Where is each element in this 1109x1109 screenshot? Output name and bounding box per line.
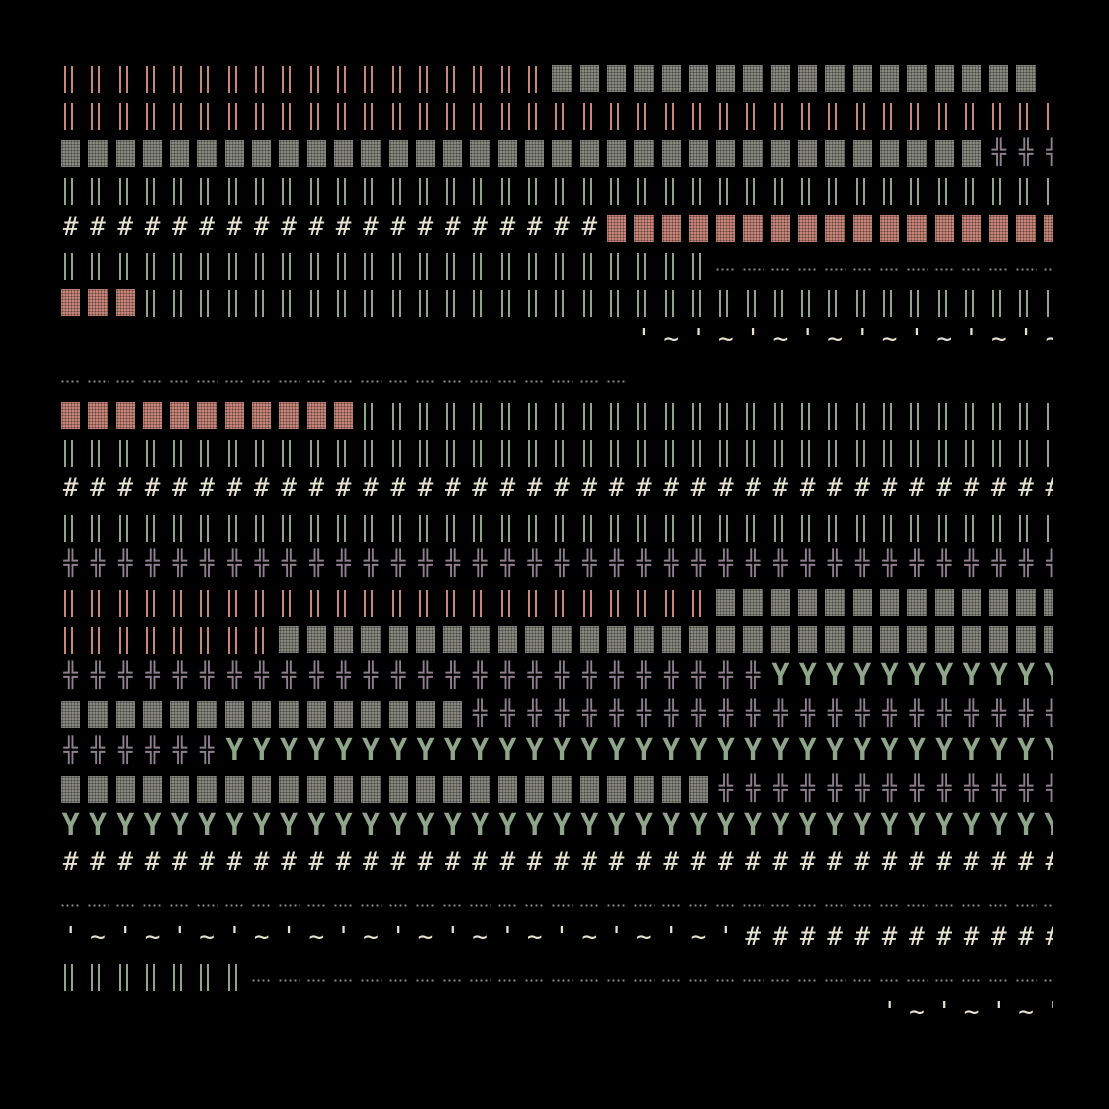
glyph-segment-wave: '~'~'~'~'~'~'~'~	[636, 323, 1053, 354]
glyph-segment-hash: #####################################	[62, 473, 1053, 504]
glyph-segment-block	[548, 59, 1039, 96]
glyph-segment-block	[57, 134, 985, 171]
glyph-row: #####################################	[57, 470, 1053, 507]
glyph-segment-dots	[57, 358, 630, 395]
glyph-segment-blank	[57, 321, 630, 358]
glyph-segment-bars	[357, 396, 1053, 433]
glyph-row: ╬╬╬	[57, 134, 1053, 171]
glyph-segment-cross: ╬╬╬╬╬╬╬╬╬╬╬╬╬	[718, 773, 1053, 802]
glyph-segment-bars	[139, 283, 740, 320]
glyph-row: # # # # # # # # # # # # # # # # # # # #	[57, 209, 1053, 246]
glyph-row: ╬╬╬╬╬╬╬╬╬╬╬╬╬	[57, 770, 1053, 807]
glyph-row: '~'~'~'~'~'~'~'~	[57, 321, 1053, 358]
glyph-row: YYYYYYYYYYYYYYYYYYYYYYYYYYYYYYYYYYYYY	[57, 807, 1053, 844]
glyph-segment-cross: ╬╬╬	[991, 137, 1053, 166]
glyph-segment-bars-single	[57, 59, 548, 96]
glyph-segment-bars	[57, 957, 248, 994]
glyph-row	[57, 433, 1053, 470]
glyph-row	[57, 957, 1053, 994]
glyph-row	[57, 508, 1053, 545]
glyph-row	[57, 171, 1053, 208]
glyph-segment-fork: YYYYYYYYYYYYYYYYYYYYYYYYYYYYYYYYYYYYY	[61, 808, 1053, 843]
glyph-segment-block	[712, 583, 1053, 620]
glyph-segment-dots	[57, 1031, 1053, 1053]
glyph-segment-wave: '~'~'~'	[881, 997, 1053, 1027]
glyph-segment-block	[57, 396, 357, 433]
glyph-row	[57, 96, 1053, 133]
glyph-row: ╬╬╬╬╬╬╬╬╬╬╬╬╬╬╬╬╬╬╬╬╬╬╬╬╬╬╬╬╬╬╬╬╬╬╬╬╬	[57, 545, 1053, 582]
glyph-row	[57, 246, 1053, 283]
glyph-row: ╬╬╬╬╬╬╬╬╬╬╬╬╬╬╬╬╬╬╬╬╬╬	[57, 695, 1053, 732]
glyph-row	[57, 583, 1053, 620]
glyph-segment-dots	[712, 246, 1053, 283]
glyph-row	[57, 358, 1053, 395]
glyph-segment-block	[57, 770, 712, 807]
glyph-segment-bars	[740, 283, 1054, 320]
glyph-segment-bars	[57, 433, 1053, 470]
glyph-row	[57, 620, 1053, 657]
glyph-segment-blank	[630, 358, 1053, 395]
glyph-segment-bars-single	[57, 583, 712, 620]
glyph-segment-cross: ╬ ╬ ╬ ╬ ╬ ╬	[63, 736, 215, 765]
glyph-segment-bars	[57, 96, 1053, 133]
glyph-row	[57, 283, 1053, 320]
glyph-segment-block	[275, 620, 1053, 657]
glyph-segment-cross: ╬ ╬ ╬ ╬ ╬ ╬ ╬ ╬ ╬ ╬ ╬ ╬ ╬ ╬ ╬ ╬ ╬ ╬ ╬ ╬ ╬ ╬ ╬ ╬ ╬ ╬	[63, 661, 761, 690]
glyph-row: #####################################	[57, 844, 1053, 881]
glyph-segment-hash: #####################################	[62, 847, 1053, 878]
glyph-segment-cross: ╬╬╬╬╬╬╬╬╬╬╬╬╬╬╬╬╬╬╬╬╬╬	[472, 698, 1053, 727]
glyph-segment-bars	[57, 508, 1053, 545]
glyph-row	[57, 59, 1053, 96]
glyph-row	[57, 882, 1053, 919]
glyph-art-canvas: ╬╬╬ #################### '~'~'~'~'~'~'~'~ #…	[57, 59, 1053, 1053]
glyph-row	[57, 1031, 1053, 1053]
glyph-row: '~'~'~'	[57, 994, 1053, 1031]
glyph-segment-hash: # # # # # # # # # # # # # # # # # # # #	[62, 211, 598, 242]
glyph-segment-wave: ' ~ ' ~ ' ~ ' ~ ' ~ ' ~ ' ~ ' ~ ' ~ ' ~ ' ~ ' ~ '	[62, 922, 734, 953]
glyph-segment-block	[57, 695, 467, 732]
glyph-segment-cross: ╬╬╬╬╬╬╬╬╬╬╬╬╬╬╬╬╬╬╬╬╬╬╬╬╬╬╬╬╬╬╬╬╬╬╬╬╬	[63, 549, 1053, 578]
glyph-segment-block	[603, 209, 1053, 246]
glyph-segment-bars	[57, 246, 712, 283]
glyph-segment-block	[57, 283, 139, 320]
glyph-segment-dots	[248, 957, 1053, 994]
glyph-segment-hash: ############	[745, 922, 1053, 953]
glyph-segment-bars	[57, 171, 1053, 208]
glyph-segment-blank	[57, 994, 876, 1031]
glyph-segment-bars-single	[57, 620, 275, 657]
glyph-row: '~'~'~'~'~'~'~'~'~'~'~'~' ############	[57, 919, 1053, 956]
glyph-segment-dots	[57, 882, 1053, 919]
glyph-row	[57, 396, 1053, 433]
